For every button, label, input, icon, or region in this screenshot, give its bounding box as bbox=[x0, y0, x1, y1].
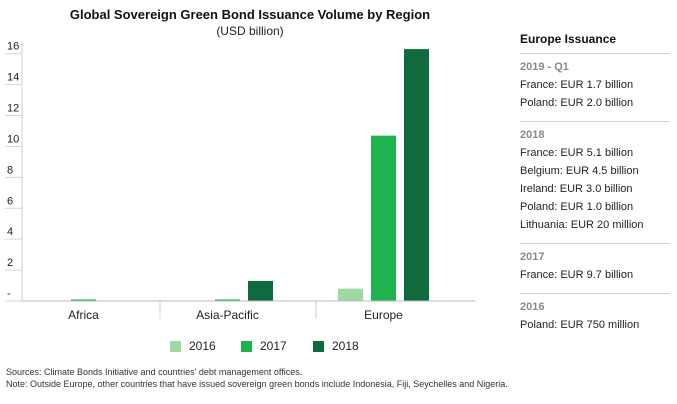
bar-asia-pacific-2018 bbox=[248, 280, 273, 301]
legend-label: 2017 bbox=[260, 339, 287, 353]
issuance-entry: Belgium: EUR 4.5 billion bbox=[520, 165, 639, 177]
legend-label: 2018 bbox=[332, 339, 359, 353]
issuance-group: 2018 France: EUR 5.1 billion Belgium: EUR … bbox=[520, 126, 670, 234]
y-tick-label: 16 bbox=[7, 41, 19, 53]
bar-chart: - 2 4 6 8 10 12 14 16 Africa Asia-Pacific Europe bbox=[5, 41, 475, 322]
europe-issuance-panel: Europe Issuance 2019 - Q1 France: EUR 1.7… bbox=[520, 30, 670, 343]
issuance-period-label: 2019 - Q1 bbox=[520, 61, 569, 73]
chart-title: Global Sovereign Green Bond Issuance Vol… bbox=[69, 7, 431, 22]
legend-item-2016: 2016 bbox=[170, 339, 216, 353]
legend-swatch bbox=[241, 340, 252, 352]
bar-europe-2018 bbox=[404, 49, 429, 301]
issuance-group: 2016 Poland: EUR 750 million bbox=[520, 298, 670, 334]
x-tick-label: Africa bbox=[68, 308, 99, 322]
bar-europe-2016 bbox=[338, 288, 363, 301]
issuance-period-label: 2016 bbox=[520, 301, 545, 313]
y-tick-label: - bbox=[7, 288, 11, 300]
issuance-period-label: 2017 bbox=[520, 251, 545, 263]
legend-item-2018: 2018 bbox=[313, 339, 359, 353]
issuance-entry: France: EUR 9.7 billion bbox=[520, 269, 634, 281]
group-divider bbox=[520, 121, 670, 122]
chart-subtitle: (USD billion) bbox=[216, 24, 284, 38]
y-tick-label: 14 bbox=[7, 72, 19, 84]
issuance-entry: Poland: EUR 2.0 billion bbox=[520, 97, 634, 109]
issuance-group: 2019 - Q1 France: EUR 1.7 billion Poland: … bbox=[520, 58, 670, 112]
issuance-entry: Poland: EUR 1.0 billion bbox=[520, 201, 634, 213]
group-divider bbox=[520, 243, 670, 244]
footnotes: Sources: Climate Bonds Initiative and co… bbox=[6, 366, 508, 390]
issuance-entry: Lithuania: EUR 20 million bbox=[520, 219, 644, 231]
outside-europe-note: Note: Outside Europe, other countries th… bbox=[6, 379, 508, 389]
legend-item-2017: 2017 bbox=[241, 339, 287, 353]
group-divider bbox=[520, 53, 670, 54]
x-tick-label: Asia-Pacific bbox=[196, 308, 259, 322]
europe-issuance-heading: Europe Issuance bbox=[520, 32, 617, 46]
y-tick-label: 4 bbox=[7, 226, 13, 238]
issuance-group: 2017 France: EUR 9.7 billion bbox=[520, 248, 670, 284]
sources-note: Sources: Climate Bonds Initiative and co… bbox=[6, 367, 303, 377]
legend-label: 2016 bbox=[189, 339, 216, 353]
group-divider bbox=[520, 293, 670, 294]
issuance-period-label: 2018 bbox=[520, 129, 545, 141]
issuance-entry: France: EUR 5.1 billion bbox=[520, 147, 634, 159]
issuance-entry: Ireland: EUR 3.0 billion bbox=[520, 183, 633, 195]
bar-asia-pacific-2017 bbox=[215, 299, 240, 301]
y-tick-label: 2 bbox=[7, 257, 13, 269]
legend-swatch bbox=[313, 340, 324, 352]
issuance-entry: France: EUR 1.7 billion bbox=[520, 79, 634, 91]
bar-europe-2017 bbox=[371, 135, 396, 301]
issuance-entry: Poland: EUR 750 million bbox=[520, 319, 640, 331]
y-tick-label: 8 bbox=[7, 164, 13, 176]
y-tick-label: 10 bbox=[7, 133, 19, 145]
y-tick-label: 6 bbox=[7, 195, 13, 207]
x-tick-label: Europe bbox=[364, 308, 403, 322]
y-tick-label: 12 bbox=[7, 103, 19, 115]
bar-africa-2017 bbox=[71, 299, 96, 301]
legend-swatch bbox=[170, 340, 181, 352]
